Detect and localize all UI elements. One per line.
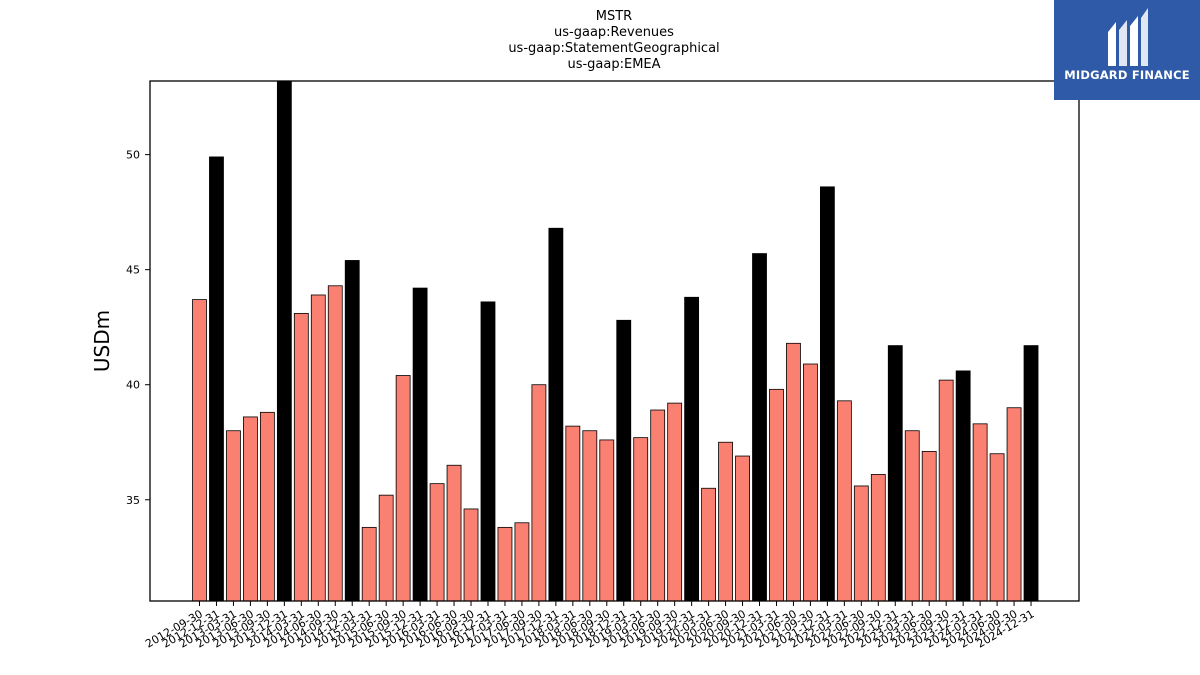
- bar-annual: [344, 260, 360, 602]
- bar-quarter: [769, 388, 784, 602]
- bar-quarter: [395, 375, 411, 602]
- bar-quarter: [786, 342, 801, 602]
- bar-quarter: [310, 294, 326, 602]
- y-tick-label: 40: [126, 379, 140, 392]
- title-line: us-gaap:Revenues: [554, 25, 674, 40]
- y-tick-label: 45: [126, 264, 140, 277]
- bar-quarter: [243, 416, 258, 602]
- bar-quarter: [259, 411, 275, 602]
- bar-quarter: [514, 522, 530, 602]
- bars: [192, 80, 1039, 602]
- bar-annual: [752, 253, 767, 602]
- bar-quarter: [938, 379, 954, 602]
- title-line: MSTR: [596, 9, 632, 24]
- bar-quarter: [650, 409, 666, 602]
- bar-quarter: [701, 487, 716, 602]
- bar-quarter: [582, 430, 598, 602]
- bar-annual: [276, 80, 292, 602]
- bar-quarter: [921, 451, 937, 602]
- bar-quarter: [429, 483, 445, 602]
- midgard-finance-logo: MIDGARD FINANCE: [1054, 0, 1200, 100]
- bar-quarter: [870, 474, 886, 602]
- title-line: us-gaap:StatementGeographical: [508, 41, 719, 56]
- bar-quarter: [192, 299, 207, 602]
- plot-frame: [149, 80, 1080, 602]
- bar-quarter: [497, 526, 513, 602]
- bar-annual: [412, 287, 428, 602]
- logo-text: MIDGARD FINANCE: [1064, 68, 1190, 82]
- bar-quarter: [226, 430, 241, 602]
- bar-annual: [548, 227, 564, 602]
- bar-annual: [480, 301, 496, 602]
- y-tick-label: 50: [126, 149, 140, 162]
- bar-quarter: [972, 423, 988, 602]
- bar-quarter: [667, 402, 683, 602]
- bar-annual: [955, 370, 971, 602]
- bar-annual: [887, 345, 903, 602]
- bar-annual: [684, 296, 700, 602]
- title-line: us-gaap:EMEA: [567, 57, 660, 72]
- bar-quarter: [904, 430, 920, 602]
- bar-quarter: [803, 363, 818, 602]
- bar-quarter: [1006, 407, 1022, 602]
- bar-annual: [819, 186, 835, 602]
- chart-title: MSTRus-gaap:Revenuesus-gaap:StatementGeo…: [508, 9, 719, 72]
- bar-quarter: [565, 425, 581, 602]
- bar-quarter: [599, 439, 615, 602]
- bar-quarter: [446, 464, 462, 602]
- bar-quarter: [327, 285, 343, 602]
- bar-quarter: [633, 437, 649, 602]
- bar-quarter: [735, 455, 750, 602]
- y-axis-label: USDm: [90, 310, 114, 372]
- bar-quarter: [836, 400, 852, 602]
- logo-mark-icon: [1108, 8, 1148, 66]
- bar-quarter: [718, 441, 733, 602]
- bar-quarter: [361, 526, 377, 602]
- bar-quarter: [293, 312, 309, 602]
- bar-quarter: [378, 494, 394, 602]
- bar-annual: [209, 156, 224, 602]
- bar-annual: [1023, 345, 1039, 602]
- y-axis: 35 40 45 50: [126, 149, 150, 507]
- bar-quarter: [531, 384, 547, 602]
- bar-quarter: [989, 453, 1005, 602]
- x-axis: 2012-09-302012-12-312013-03-312013-06-30…: [143, 601, 1037, 651]
- y-tick-label: 35: [126, 494, 140, 507]
- bar-quarter: [463, 508, 479, 602]
- bar-quarter: [853, 485, 869, 602]
- bar-annual: [616, 319, 632, 602]
